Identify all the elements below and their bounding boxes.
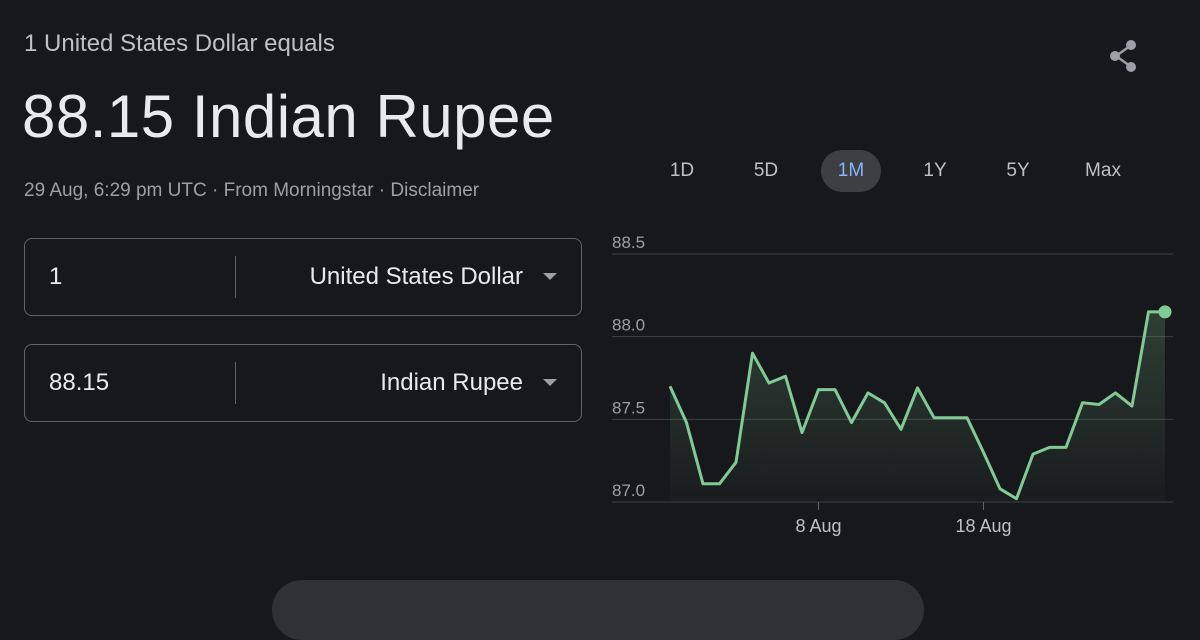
latest-point	[1158, 305, 1172, 319]
to-amount-input[interactable]	[25, 345, 235, 421]
divider	[235, 362, 236, 404]
caret-down-icon[interactable]	[543, 273, 557, 280]
x-tick-label: 8 Aug	[795, 516, 841, 536]
share-icon[interactable]	[1104, 36, 1144, 76]
y-tick-label: 88.5	[612, 233, 645, 252]
meta-line: 29 Aug, 6:29 pm UTC · From Morningstar ·…	[24, 180, 479, 202]
disclaimer-link[interactable]: Disclaimer	[390, 180, 480, 201]
to-converter: Indian Rupee	[24, 344, 582, 422]
series-line	[668, 310, 1165, 501]
range-tabs: 1D 5D 1M 1Y 5Y Max	[640, 150, 1160, 194]
tab-1y[interactable]: 1Y	[923, 160, 947, 181]
divider	[235, 256, 236, 298]
tab-5y[interactable]: 5Y	[1006, 160, 1030, 181]
timestamp: 29 Aug, 6:29 pm UTC	[24, 180, 207, 201]
x-tick-label: 18 Aug	[955, 516, 1011, 536]
source-link[interactable]: From Morningstar	[223, 180, 374, 201]
tab-5d[interactable]: 5D	[753, 160, 779, 181]
equals-label: 1 United States Dollar equals	[24, 30, 335, 57]
bottom-search-bar[interactable]	[272, 580, 924, 640]
conversion-result: 88.15 Indian Rupee	[22, 83, 555, 150]
y-tick-label: 87.0	[612, 481, 645, 500]
exchange-rate-chart: 88.5 88.0 87.5 87.0 8 Aug 18 Aug	[612, 233, 1173, 536]
y-tick-label: 88.0	[612, 316, 645, 335]
to-currency-select[interactable]: Indian Rupee	[380, 369, 523, 396]
separator: ·	[206, 180, 224, 201]
from-converter: United States Dollar	[24, 238, 582, 316]
separator: ·	[373, 180, 391, 201]
tab-max[interactable]: Max	[1085, 160, 1121, 181]
from-amount-input[interactable]	[25, 239, 235, 315]
tab-1d[interactable]: 1D	[669, 160, 695, 181]
caret-down-icon[interactable]	[543, 379, 557, 386]
series-area	[670, 311, 1165, 502]
y-tick-label: 87.5	[612, 398, 645, 417]
from-currency-select[interactable]: United States Dollar	[309, 263, 523, 290]
tab-1m[interactable]: 1M	[821, 150, 881, 192]
